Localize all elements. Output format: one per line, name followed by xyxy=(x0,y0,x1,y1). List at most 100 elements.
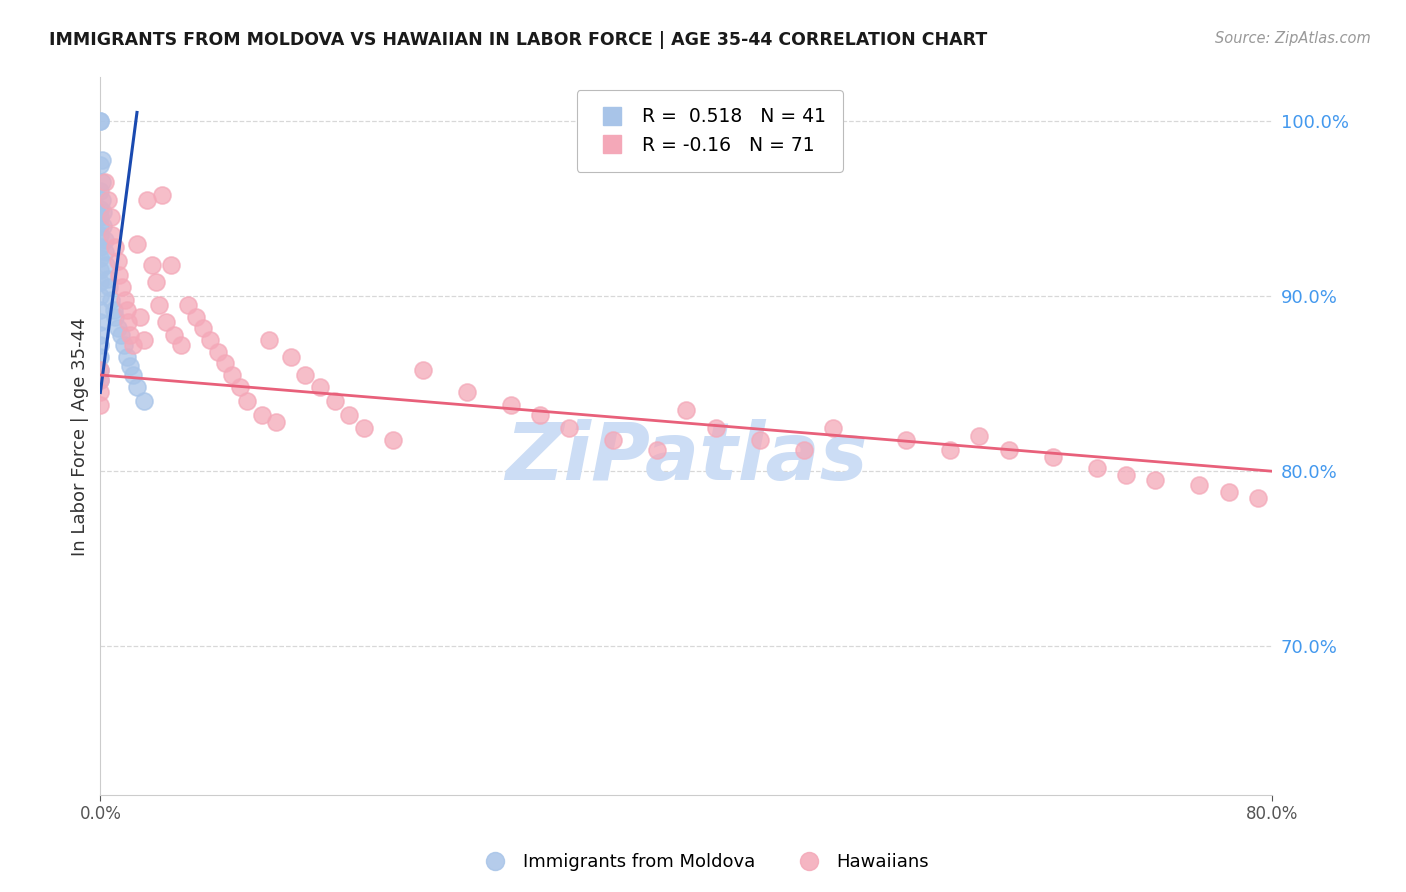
Point xyxy=(170,338,193,352)
Point xyxy=(93,245,115,260)
Point xyxy=(134,333,156,347)
Text: ZiPatlas: ZiPatlas xyxy=(505,418,868,497)
Point xyxy=(89,263,111,277)
Point xyxy=(121,368,143,382)
Point xyxy=(89,158,111,172)
Point xyxy=(90,153,112,167)
Point xyxy=(97,271,120,285)
Point xyxy=(118,359,141,374)
Point xyxy=(89,363,111,377)
Point xyxy=(1188,478,1211,492)
Point xyxy=(997,443,1019,458)
Point xyxy=(110,327,132,342)
Point xyxy=(129,310,152,325)
Point xyxy=(93,233,115,247)
Point xyxy=(89,275,111,289)
Point xyxy=(148,298,170,312)
Point xyxy=(191,320,214,334)
Point xyxy=(89,211,111,225)
Point xyxy=(89,114,111,128)
Point xyxy=(89,202,111,216)
Point xyxy=(89,240,111,254)
Point xyxy=(382,433,405,447)
Point xyxy=(221,368,243,382)
Point xyxy=(103,303,125,318)
Point xyxy=(294,368,316,382)
Point xyxy=(155,316,177,330)
Point xyxy=(412,363,434,377)
Point xyxy=(89,398,111,412)
Point xyxy=(339,409,361,423)
Point xyxy=(145,275,167,289)
Point xyxy=(150,187,173,202)
Point xyxy=(91,219,114,234)
Y-axis label: In Labor Force | Age 35-44: In Labor Force | Age 35-44 xyxy=(72,317,89,556)
Point xyxy=(89,338,111,352)
Text: Source: ZipAtlas.com: Source: ZipAtlas.com xyxy=(1215,31,1371,46)
Point xyxy=(89,363,111,377)
Point xyxy=(89,184,111,198)
Point xyxy=(111,280,134,294)
Point xyxy=(309,380,332,394)
Point xyxy=(97,193,120,207)
Point xyxy=(100,293,122,307)
Point xyxy=(1247,491,1270,505)
Point xyxy=(89,219,111,234)
Point xyxy=(264,415,287,429)
Point xyxy=(112,338,135,352)
Point xyxy=(117,316,139,330)
Point xyxy=(456,385,478,400)
Point xyxy=(602,433,624,447)
Point xyxy=(1085,460,1108,475)
Point xyxy=(969,429,991,443)
Point xyxy=(257,333,280,347)
Point xyxy=(159,258,181,272)
Point xyxy=(200,333,222,347)
Point xyxy=(89,373,111,387)
Point xyxy=(89,114,111,128)
Point xyxy=(177,298,200,312)
Point xyxy=(89,289,111,303)
Point xyxy=(558,420,581,434)
Point xyxy=(141,258,163,272)
Point xyxy=(207,345,229,359)
Point xyxy=(89,327,111,342)
Point xyxy=(91,205,114,219)
Point xyxy=(250,409,273,423)
Point xyxy=(896,433,918,447)
Point xyxy=(704,420,727,434)
Point xyxy=(89,227,111,242)
Point xyxy=(499,398,522,412)
Point xyxy=(89,385,111,400)
Point xyxy=(89,373,111,387)
Point xyxy=(90,176,112,190)
Point xyxy=(1042,450,1064,465)
Point xyxy=(793,443,815,458)
Point xyxy=(98,280,121,294)
Point xyxy=(214,356,236,370)
Point xyxy=(529,409,551,423)
Point xyxy=(939,443,962,458)
Point xyxy=(125,380,148,394)
Point xyxy=(184,310,207,325)
Point xyxy=(115,303,138,318)
Point xyxy=(107,320,129,334)
Point xyxy=(236,394,259,409)
Point xyxy=(104,310,127,325)
Point xyxy=(675,403,697,417)
Point xyxy=(118,327,141,342)
Point xyxy=(228,380,250,394)
Point xyxy=(101,227,124,242)
Point xyxy=(1115,467,1137,482)
Point xyxy=(748,433,770,447)
Point xyxy=(96,258,118,272)
Text: IMMIGRANTS FROM MOLDOVA VS HAWAIIAN IN LABOR FORCE | AGE 35-44 CORRELATION CHART: IMMIGRANTS FROM MOLDOVA VS HAWAIIAN IN L… xyxy=(49,31,987,49)
Point xyxy=(136,193,159,207)
Point xyxy=(89,303,111,318)
Point xyxy=(89,351,111,365)
Point xyxy=(125,236,148,251)
Point xyxy=(114,293,136,307)
Legend: Immigrants from Moldova, Hawaiians: Immigrants from Moldova, Hawaiians xyxy=(470,847,936,879)
Point xyxy=(821,420,844,434)
Point xyxy=(107,254,129,268)
